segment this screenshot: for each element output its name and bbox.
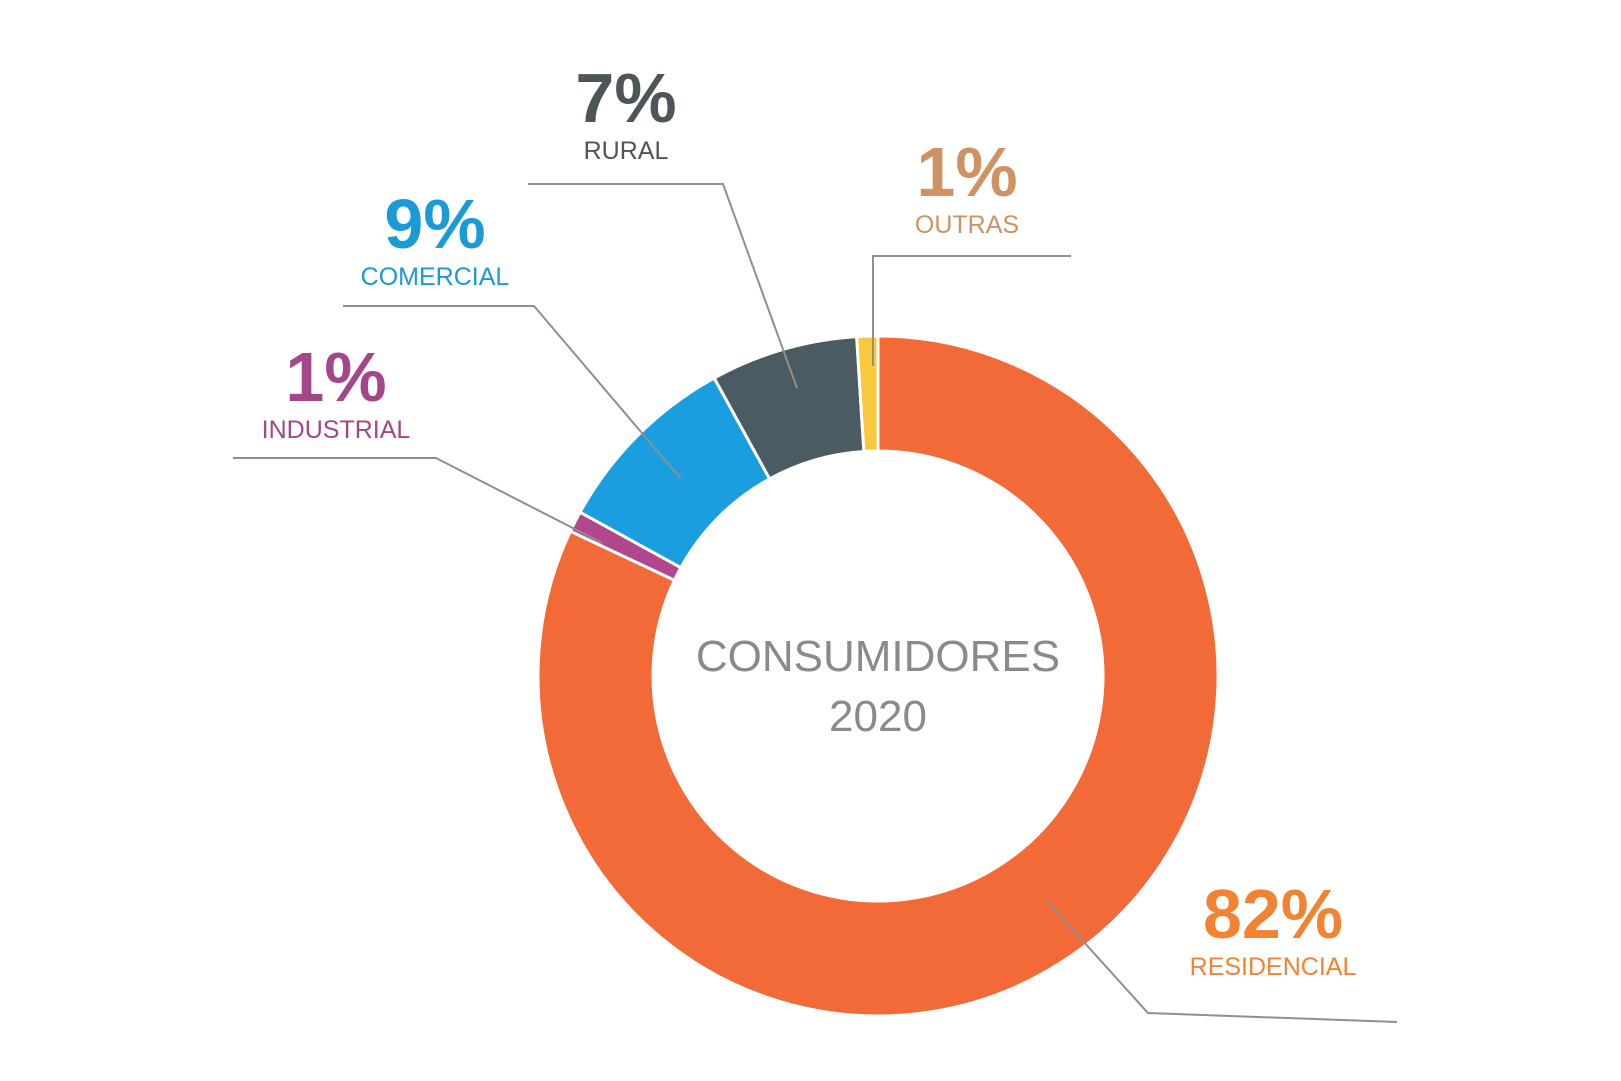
category-label-industrial: INDUSTRIAL (261, 416, 411, 444)
center-label: CONSUMIDORES 2020 (578, 627, 1178, 747)
leader-lines-group (233, 183, 1398, 1023)
label-residencial: 82% RESIDENCIAL (1113, 877, 1433, 983)
label-outras: 1% OUTRAS (807, 135, 1127, 241)
category-label-rural: RURAL (583, 137, 669, 165)
leader-line-residencial (1044, 898, 1398, 1023)
category-label-comercial: COMERCIAL (360, 263, 510, 291)
value-label-outras: 1% (916, 133, 1018, 211)
value-label-comercial: 9% (384, 185, 486, 263)
label-industrial: 1% INDUSTRIAL (176, 340, 496, 446)
value-label-industrial: 1% (285, 338, 387, 416)
label-rural: 7% RURAL (466, 61, 786, 167)
leader-line-rural (528, 183, 798, 389)
value-label-residencial: 82% (1202, 875, 1344, 953)
slice-residencial (536, 334, 1220, 1018)
leader-line-comercial (343, 305, 682, 480)
center-title: CONSUMIDORES (695, 632, 1061, 681)
category-label-outras: OUTRAS (914, 211, 1020, 239)
leader-line-industrial (233, 457, 603, 544)
leader-line-outras (872, 255, 1071, 366)
center-year: 2020 (829, 692, 927, 741)
value-label-rural: 7% (575, 59, 677, 137)
category-label-residencial: RESIDENCIAL (1189, 953, 1357, 981)
label-comercial: 9% COMERCIAL (275, 187, 595, 293)
